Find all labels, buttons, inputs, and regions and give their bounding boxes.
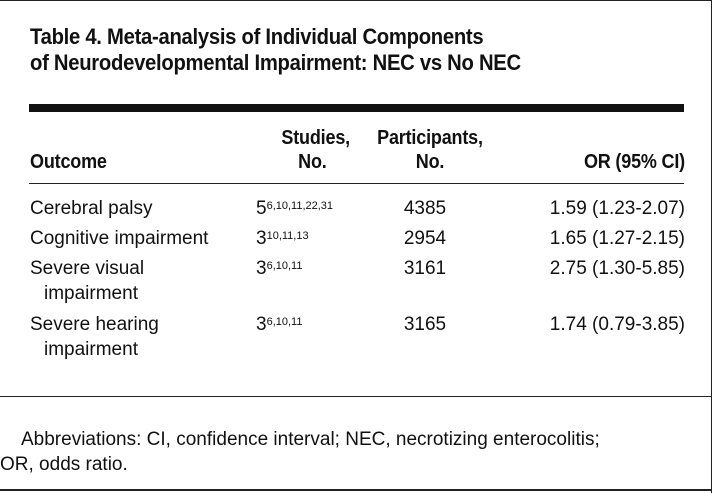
table-title-line1: Table 4. Meta-analysis of Individual Com…	[30, 24, 484, 49]
cell-or: 1.65 (1.27-2.15)	[549, 228, 685, 249]
footnote-line1: Abbreviations: CI, confidence interval; …	[21, 429, 600, 450]
header-thin-rule	[29, 183, 684, 184]
cell-outcome: Severe hearing impairment	[30, 312, 250, 362]
outcome-text-continued: impairment	[44, 283, 138, 304]
cell-or: 2.75 (1.30-5.85)	[549, 258, 685, 279]
outcome-text: Severe hearing	[30, 314, 159, 335]
cell-outcome: Cerebral palsy	[30, 196, 250, 221]
reference-superscript: 6,10,11	[266, 316, 303, 328]
studies-count: 3	[256, 314, 267, 335]
outcome-text: Cerebral palsy	[30, 198, 153, 219]
frame-bottom-border	[0, 489, 712, 491]
reference-superscript: 10,11,13	[266, 230, 309, 242]
reference-superscript: 6,10,11	[266, 260, 303, 272]
reference-superscript: 6,10,11,22,31	[266, 200, 334, 212]
column-header-studies-line1: Studies,	[281, 127, 350, 149]
column-header-outcome: Outcome	[30, 151, 107, 173]
column-header-participants-line2: No.	[415, 151, 445, 173]
table-title: Table 4. Meta-analysis of Individual Com…	[30, 24, 637, 76]
outcome-text-continued: impairment	[44, 339, 138, 360]
column-header-participants-line1: Participants,	[377, 127, 483, 149]
cell-or: 1.59 (1.23-2.07)	[549, 198, 685, 219]
cell-studies: 36,10,11	[256, 256, 366, 281]
column-header-studies: Studies, No.	[242, 126, 350, 174]
cell-participants: 3161	[403, 258, 447, 279]
cell-outcome: Cognitive impairment	[30, 226, 250, 251]
cell-studies: 310,11,13	[256, 226, 366, 251]
cell-studies: 36,10,11	[256, 312, 366, 337]
column-header-or: OR (95% CI)	[583, 151, 685, 173]
cell-participants: 4385	[403, 198, 447, 219]
table-footnote: Abbreviations: CI, confidence interval; …	[0, 427, 690, 477]
cell-participants: 2954	[403, 228, 447, 249]
cell-or: 1.74 (0.79-3.85)	[549, 314, 685, 335]
header-thick-rule	[29, 104, 684, 112]
footer-rule	[0, 396, 712, 397]
outcome-text: Severe visual	[30, 258, 145, 279]
frame-top-border	[0, 0, 712, 1]
footnote-line2: OR, odds ratio.	[0, 454, 128, 475]
cell-outcome: Severe visual impairment	[30, 256, 250, 306]
studies-count: 3	[256, 228, 267, 249]
studies-count: 3	[256, 258, 267, 279]
cell-participants: 3165	[403, 314, 447, 335]
studies-count: 5	[256, 198, 267, 219]
table-title-line2: of Neurodevelopmental Impairment: NEC vs…	[30, 50, 521, 75]
column-header-participants: Participants, No.	[367, 126, 493, 174]
outcome-text: Cognitive impairment	[30, 228, 209, 249]
cell-studies: 56,10,11,22,31	[256, 196, 366, 221]
column-header-studies-line2: No.	[298, 151, 327, 173]
